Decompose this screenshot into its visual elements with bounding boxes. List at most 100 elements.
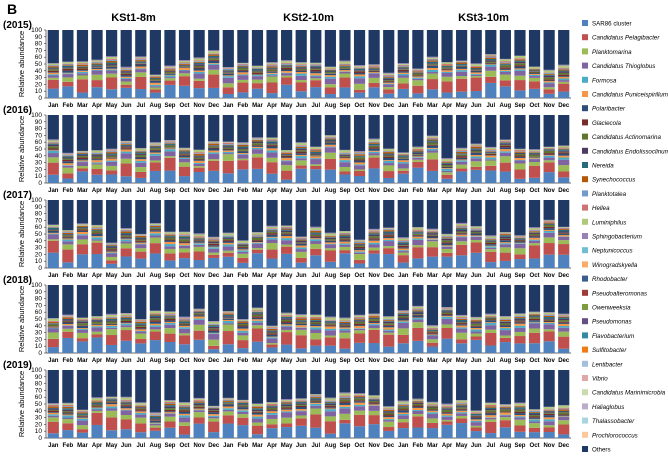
bar-segment <box>251 237 264 238</box>
bar-segment <box>310 320 322 322</box>
bar-segment <box>485 153 497 156</box>
bar-segment <box>295 318 307 321</box>
bar-segment <box>426 332 439 334</box>
bar-segment <box>383 430 395 438</box>
bar-segment <box>193 152 205 154</box>
bar-segment <box>426 73 439 80</box>
month-label: Dec <box>208 443 220 449</box>
bar-segment <box>281 228 293 230</box>
bar-segment <box>412 76 424 78</box>
bar-segment <box>514 151 526 153</box>
bar-segment <box>558 171 570 178</box>
bar-segment <box>251 157 264 169</box>
bar-segment <box>193 65 205 68</box>
bar-segment <box>47 66 59 68</box>
bar-segment <box>412 319 424 323</box>
bar-segment <box>499 242 511 244</box>
bar-segment <box>310 398 322 400</box>
bar-segment <box>397 245 409 248</box>
bar-segment <box>456 154 468 157</box>
bar-segment <box>281 153 293 155</box>
bar-segment <box>353 71 366 73</box>
bar-segment <box>528 177 541 183</box>
bar-segment <box>456 161 468 165</box>
bar-segment <box>514 178 526 183</box>
bar-segment <box>295 402 307 404</box>
bar-segment <box>353 394 366 396</box>
bar-segment <box>397 240 409 242</box>
bar-segment <box>310 156 322 159</box>
bar-segment <box>426 57 439 59</box>
y-axis-label: Relative abundance <box>17 286 26 352</box>
bar-segment <box>528 285 541 312</box>
month-label: Jun <box>471 443 482 449</box>
bar-segment <box>135 58 147 60</box>
bar-segment <box>193 311 205 313</box>
month-label: Aug <box>150 443 162 449</box>
bar-segment <box>485 55 497 57</box>
bar-segment <box>470 242 482 253</box>
bar-segment <box>135 258 147 268</box>
bar-segment <box>558 415 570 417</box>
bar-segment <box>222 409 234 412</box>
bar-segment <box>281 69 293 72</box>
bar-segment <box>120 75 132 77</box>
bar-segment <box>368 321 380 324</box>
bar-segment <box>558 231 570 233</box>
bar-segment <box>106 161 118 166</box>
bar-segment <box>193 71 205 74</box>
bar-segment <box>251 312 264 314</box>
bar-segment <box>149 413 161 415</box>
bar-segment <box>353 155 366 157</box>
bar-segment <box>310 150 322 152</box>
bar-segment <box>543 409 555 410</box>
bar-segment <box>120 163 132 177</box>
bar-segment <box>251 70 264 72</box>
bar-segment <box>383 409 395 410</box>
bar-segment <box>456 241 468 245</box>
bar-segment <box>353 259 366 264</box>
bar-segment <box>62 173 74 179</box>
bar-segment <box>193 259 205 268</box>
bar-segment <box>514 319 526 321</box>
bar-segment <box>266 409 278 411</box>
bar-segment <box>106 402 118 403</box>
bar-segment <box>499 64 511 65</box>
bar-segment <box>91 240 103 243</box>
bar-segment <box>485 325 497 330</box>
bar-segment <box>120 229 132 230</box>
bar-segment <box>62 249 74 263</box>
bar-segment <box>485 70 497 77</box>
bar-segment <box>120 69 132 70</box>
month-label: Aug <box>325 273 337 279</box>
bar-segment <box>558 321 570 323</box>
bar-segment <box>543 75 555 78</box>
bar-segment <box>237 63 249 65</box>
bar-segment <box>397 285 409 311</box>
bar-segment <box>193 233 205 235</box>
bar-segment <box>47 150 59 154</box>
bar-segment <box>368 65 380 67</box>
bar-segment <box>558 70 570 72</box>
bar-segment <box>353 426 366 438</box>
bar-segment <box>149 229 161 231</box>
bar-segment <box>281 325 293 327</box>
bar-segment <box>426 410 439 413</box>
bar-segment <box>164 320 176 322</box>
bar-segment <box>251 146 264 147</box>
bar-segment <box>120 68 132 70</box>
bar-segment <box>543 312 555 313</box>
bar-segment <box>470 232 482 234</box>
year-label: (2015) <box>3 20 32 31</box>
bar-segment <box>441 240 453 243</box>
bar-segment <box>178 285 191 317</box>
bar-segment <box>383 72 395 74</box>
bar-segment <box>499 247 511 253</box>
bar-segment <box>208 407 220 408</box>
bar-segment <box>383 231 395 234</box>
bar-segment <box>91 74 103 81</box>
bar-segment <box>368 145 380 148</box>
bar-segment <box>135 69 147 73</box>
bar-segment <box>164 200 176 232</box>
bar-segment <box>412 230 424 232</box>
